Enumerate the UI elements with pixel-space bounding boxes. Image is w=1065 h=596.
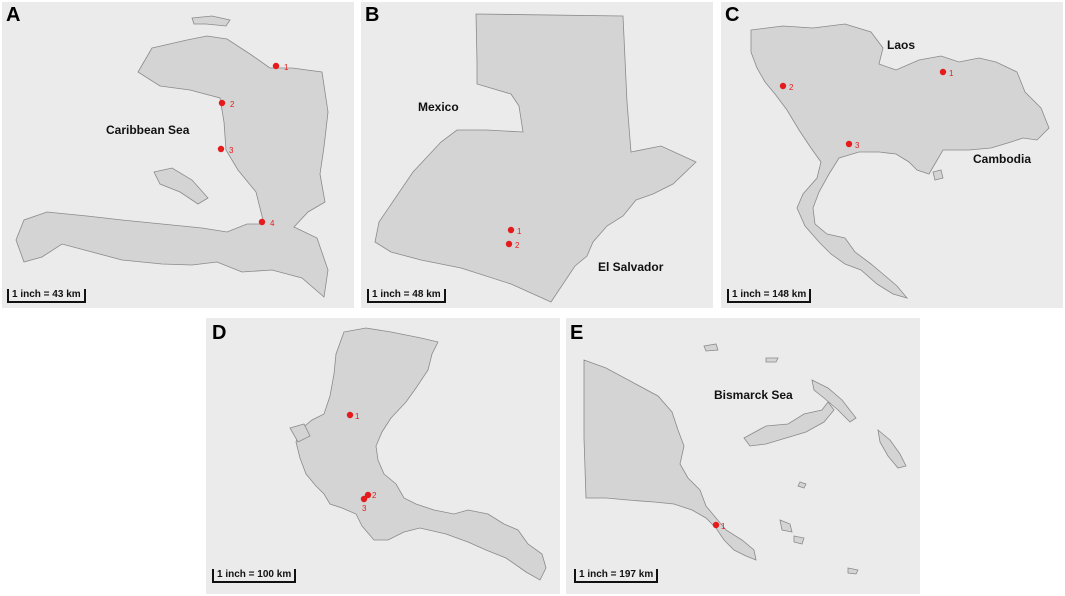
scale-bar: 1 inch = 43 km	[7, 289, 86, 303]
region-label: Caribbean Sea	[106, 123, 190, 137]
map-b-svg: 1 2	[374, 13, 697, 303]
region-label: Cambodia	[973, 152, 1032, 166]
gonave-island	[153, 167, 209, 205]
site-marker	[217, 145, 225, 153]
site-number: 2	[372, 491, 377, 500]
study-sites-a: 1 2 3 4	[217, 62, 289, 228]
scale-bar: 1 inch = 48 km	[367, 289, 446, 303]
panel-letter: E	[570, 322, 584, 344]
study-sites-d: 1 2 3	[346, 411, 377, 513]
site-number: 1	[284, 63, 289, 72]
study-sites-c: 1 2 3	[779, 68, 954, 150]
new-britain-island	[743, 401, 835, 447]
scale-bar: 1 inch = 100 km	[212, 569, 297, 583]
site-marker	[939, 68, 947, 76]
small-island	[847, 567, 859, 575]
site-number: 3	[229, 146, 234, 155]
map-panel-e: 1 E Bismarck Sea 1 inch = 197 km	[566, 318, 920, 594]
new-ireland-island	[811, 379, 857, 423]
tortuga-island	[191, 15, 231, 27]
panel-letter: B	[365, 4, 380, 26]
haiti-landmass	[15, 35, 329, 298]
site-number: 2	[515, 241, 520, 250]
small-island	[793, 535, 805, 545]
pacific-inlet	[289, 423, 311, 443]
coastal-islet	[932, 169, 944, 181]
site-number: 3	[855, 141, 860, 150]
panel-letter: A	[6, 4, 21, 26]
thailand-landmass	[750, 23, 1050, 299]
study-sites-b: 1 2	[505, 226, 522, 250]
map-c-svg: 1 2 3	[750, 23, 1050, 299]
site-marker	[346, 411, 354, 419]
small-island	[703, 343, 719, 352]
site-number: 1	[721, 522, 726, 531]
scale-bar: 1 inch = 148 km	[727, 289, 812, 303]
site-marker	[779, 82, 787, 90]
map-a-svg: 1 2 3 4	[15, 15, 329, 298]
study-sites-e: 1	[712, 521, 726, 531]
guatemala-landmass	[374, 13, 697, 303]
site-marker	[258, 218, 266, 226]
honduras-landmass	[295, 327, 547, 581]
map-panel-a: 1 2 3 4 A Caribbean Sea 1 inch = 43 km	[2, 2, 354, 308]
papua-new-guinea-landmass	[583, 359, 757, 561]
site-number: 1	[355, 412, 360, 421]
site-marker	[360, 495, 368, 503]
map-d-svg: 1 2 3	[289, 327, 547, 581]
small-island	[765, 357, 779, 363]
site-marker	[218, 99, 226, 107]
scale-bar: 1 inch = 197 km	[574, 569, 659, 583]
site-number: 1	[949, 69, 954, 78]
map-panel-b: 1 2 B Mexico El Salvador 1 inch = 48 km	[361, 2, 713, 308]
map-panel-c: 1 2 3 C Laos Cambodia 1 inch = 148 km	[721, 2, 1063, 308]
site-marker	[845, 140, 853, 148]
site-number: 2	[789, 83, 794, 92]
panel-letter: C	[725, 4, 740, 26]
site-marker	[712, 521, 720, 529]
site-number: 2	[230, 100, 235, 109]
bougainville-island	[877, 429, 907, 469]
site-marker	[364, 491, 372, 499]
site-number: 1	[517, 227, 522, 236]
site-marker	[505, 240, 513, 248]
map-e-svg: 1	[583, 343, 907, 575]
region-label: Bismarck Sea	[714, 388, 793, 402]
site-marker	[507, 226, 515, 234]
panel-letter: D	[212, 322, 227, 344]
region-label: Laos	[887, 38, 916, 52]
map-panel-d: 1 2 3 D 1 inch = 100 km	[206, 318, 560, 594]
region-label: Mexico	[418, 100, 459, 114]
region-label: El Salvador	[598, 260, 664, 274]
site-marker	[272, 62, 280, 70]
small-island	[779, 519, 793, 533]
small-island	[797, 481, 807, 489]
site-number: 3	[362, 504, 367, 513]
site-number: 4	[270, 219, 275, 228]
